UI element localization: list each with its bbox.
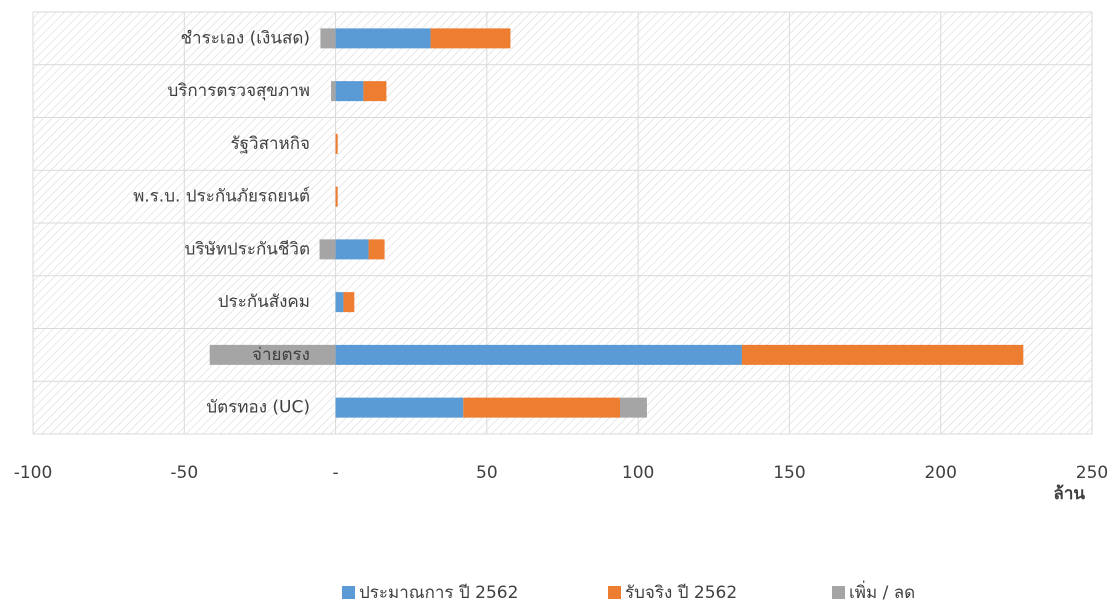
x-tick-label: -100 xyxy=(14,463,53,483)
bar-segment xyxy=(335,397,464,418)
x-tick-label: - xyxy=(333,463,339,483)
bar-segment xyxy=(741,344,1024,365)
x-axis-label: ล้าน xyxy=(1053,484,1085,504)
bar-segment xyxy=(335,133,338,154)
bar-segment xyxy=(335,344,742,365)
y-tick-label: รัฐวิสาหกิจ xyxy=(231,134,310,154)
y-tick-label: ชำระเอง (เงินสด) xyxy=(181,28,310,48)
y-tick-label: จ่ายตรง xyxy=(252,345,310,365)
bar-segment xyxy=(343,292,355,313)
bar-segment xyxy=(335,28,431,49)
bar-segment xyxy=(335,292,344,313)
legend-label: ประมาณการ ปี 2562 xyxy=(359,583,518,603)
bar-segment xyxy=(463,397,620,418)
x-tick-label: -50 xyxy=(170,463,198,483)
y-tick-label: บริการตรวจสุขภาพ xyxy=(167,81,310,101)
x-tick-label: 250 xyxy=(1076,463,1108,483)
bar-segment xyxy=(319,239,336,260)
x-tick-label: 50 xyxy=(476,463,498,483)
y-tick-label: ประกันสังคม xyxy=(218,292,310,312)
y-tick-label: พ.ร.บ. ประกันภัยรถยนต์ xyxy=(133,187,310,207)
legend-label: รับจริง ปี 2562 xyxy=(625,583,737,603)
legend-swatch xyxy=(832,586,845,599)
x-tick-label: 150 xyxy=(773,463,805,483)
bar-segment xyxy=(320,28,336,49)
y-tick-label: บัตรทอง (UC) xyxy=(206,398,310,418)
bar-segment xyxy=(331,81,336,102)
bar-segment xyxy=(619,397,647,418)
bar-segment xyxy=(335,239,369,260)
legend-swatch xyxy=(608,586,621,599)
bar-segment xyxy=(335,186,338,207)
x-tick-label: 100 xyxy=(622,463,654,483)
bar-segment xyxy=(430,28,511,49)
bar-segment xyxy=(209,344,336,365)
legend-label: เพิ่ม / ลด xyxy=(849,580,915,603)
x-tick-label: 200 xyxy=(924,463,956,483)
bar-segment xyxy=(335,81,364,102)
legend-swatch xyxy=(342,586,355,599)
bar-segment xyxy=(363,81,387,102)
y-tick-label: บริษัทประกันชีวิต xyxy=(185,239,310,259)
bar-segment xyxy=(368,239,385,260)
